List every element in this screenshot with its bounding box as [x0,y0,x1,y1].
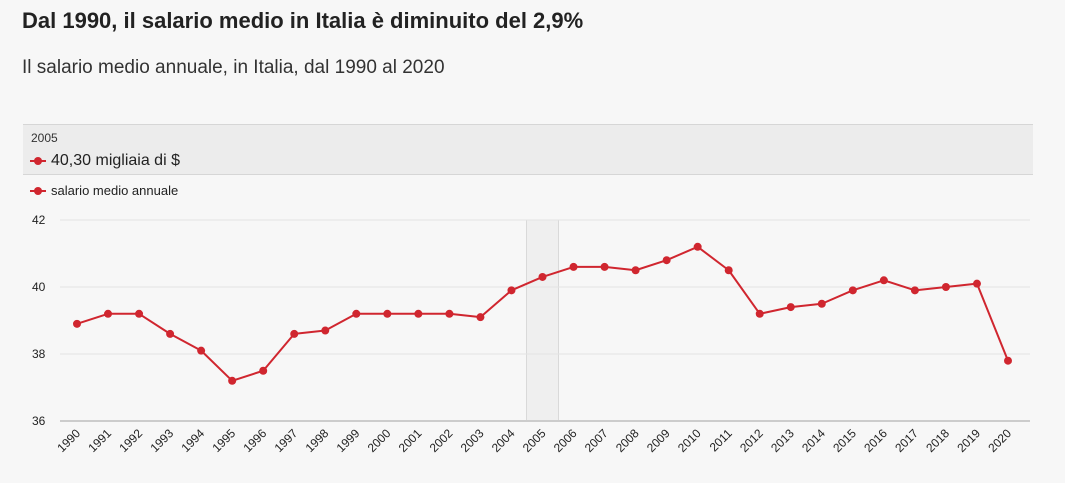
y-tick-label: 36 [32,414,46,428]
data-point [941,283,950,291]
x-tick-label: 2018 [923,426,952,455]
x-tick-label: 2020 [985,426,1014,455]
tooltip-value: 40,30 migliaia di $ [51,152,180,169]
x-tick-label: 2014 [799,426,828,455]
chart-title: Dal 1990, il salario medio in Italia è d… [22,8,584,33]
data-point [290,329,299,338]
data-point [135,309,144,318]
x-tick-label: 2006 [551,426,580,455]
x-tick-label: 2001 [396,426,425,455]
data-point [259,366,268,375]
data-point [507,286,516,295]
x-tick-label: 1990 [54,426,83,455]
data-point [631,266,640,275]
x-tick-label: 1993 [147,426,176,455]
x-tick-label: 1997 [272,426,301,455]
data-point [879,276,888,285]
tooltip-year: 2005 [31,131,58,145]
data-point [972,279,981,288]
data-point [662,256,671,265]
x-tick-label: 2007 [582,426,611,455]
data-point [228,376,237,385]
x-tick-label: 1995 [210,426,239,455]
y-tick-label: 38 [32,347,46,361]
x-tick-label: 2019 [954,426,983,455]
data-point [197,346,206,355]
tooltip-panel: 2005 40,30 migliaia di $ [23,124,1033,175]
data-point [104,309,113,318]
x-tick-label: 2013 [768,426,797,455]
x-tick-label: 2012 [737,426,766,455]
data-point [166,329,175,338]
x-tick-label: 2016 [861,426,890,455]
legend-marker-icon [30,186,46,195]
legend: salario medio annuale [29,183,178,198]
x-tick-label: 2009 [644,426,673,455]
y-tick-label: 42 [32,213,46,227]
data-point [73,319,81,328]
series-marker-icon [30,157,46,165]
x-tick-label: 1994 [178,426,207,455]
data-point [538,272,547,281]
x-tick-label: 2010 [675,426,704,455]
x-tick-label: 1996 [241,426,270,455]
data-point [786,303,795,312]
x-tick-label: 1991 [85,426,114,455]
data-point [352,309,361,318]
x-tick-label: 1992 [116,426,145,455]
x-tick-label: 2008 [613,426,642,455]
x-tick-label: 2005 [520,426,549,455]
data-point [848,286,857,295]
x-tick-label: 1998 [303,426,332,455]
x-tick-label: 2000 [365,426,394,455]
x-tick-label: 2011 [707,426,735,454]
data-point [569,262,578,271]
x-tick-label: 2002 [427,426,456,455]
data-point [817,299,826,308]
data-point [724,266,733,275]
data-point [693,242,702,251]
x-tick-label: 2017 [892,426,921,455]
data-point [1004,356,1012,365]
x-tick-label: 2015 [830,426,859,455]
data-point [910,286,919,295]
highlight-band [526,219,559,422]
data-point [383,309,392,318]
data-point [414,309,423,318]
data-point [600,262,609,271]
data-point [476,313,485,322]
x-tick-label: 1999 [334,426,363,455]
x-tick-label: 2004 [489,426,518,455]
chart-subtitle: Il salario medio annuale, in Italia, dal… [22,57,445,78]
legend-label: salario medio annuale [51,183,179,198]
data-point [755,309,764,318]
data-point [445,309,454,318]
data-point [321,326,330,335]
y-tick-label: 40 [32,280,46,294]
x-tick-label: 2003 [458,426,487,455]
tooltip-value-row: 40,30 migliaia di $ [29,152,180,170]
